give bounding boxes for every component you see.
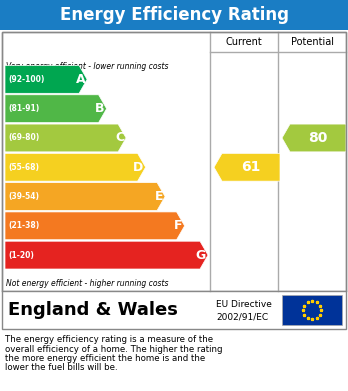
Text: E: E	[155, 190, 163, 203]
Polygon shape	[282, 124, 346, 152]
Text: the more energy efficient the home is and the: the more energy efficient the home is an…	[5, 354, 205, 363]
Bar	[0, 0, 348, 30]
Bar	[2, 32, 346, 329]
Bar	[2, 291, 346, 329]
Text: C: C	[115, 131, 124, 144]
Text: (1-20): (1-20)	[8, 251, 34, 260]
Bar	[2, 32, 346, 291]
Text: Energy Efficiency Rating: Energy Efficiency Rating	[60, 6, 288, 24]
Text: A: A	[76, 73, 85, 86]
Text: 61: 61	[241, 160, 261, 174]
Polygon shape	[214, 153, 280, 181]
Text: (92-100): (92-100)	[8, 75, 45, 84]
Polygon shape	[5, 95, 106, 122]
Text: (39-54): (39-54)	[8, 192, 39, 201]
Polygon shape	[5, 124, 126, 152]
Text: lower the fuel bills will be.: lower the fuel bills will be.	[5, 364, 118, 373]
Text: England & Wales: England & Wales	[8, 301, 178, 319]
Text: (81-91): (81-91)	[8, 104, 39, 113]
Polygon shape	[5, 183, 165, 210]
Text: D: D	[133, 161, 144, 174]
Text: (55-68): (55-68)	[8, 163, 39, 172]
Text: Very energy efficient - lower running costs: Very energy efficient - lower running co…	[6, 62, 168, 71]
Polygon shape	[5, 241, 208, 269]
Polygon shape	[5, 212, 184, 240]
Text: B: B	[95, 102, 105, 115]
Text: The energy efficiency rating is a measure of the: The energy efficiency rating is a measur…	[5, 335, 213, 344]
Text: Current: Current	[226, 37, 262, 47]
Text: 2002/91/EC: 2002/91/EC	[216, 312, 268, 321]
Polygon shape	[5, 153, 145, 181]
Text: Not energy efficient - higher running costs: Not energy efficient - higher running co…	[6, 279, 168, 288]
Text: G: G	[196, 249, 206, 262]
Text: EU Directive: EU Directive	[216, 300, 272, 309]
Text: F: F	[174, 219, 183, 232]
Text: overall efficiency of a home. The higher the rating: overall efficiency of a home. The higher…	[5, 344, 222, 353]
Text: (21-38): (21-38)	[8, 221, 39, 230]
Bar	[282, 295, 342, 325]
Polygon shape	[5, 66, 87, 93]
Text: (69-80): (69-80)	[8, 133, 39, 142]
Text: 80: 80	[308, 131, 328, 145]
Text: Potential: Potential	[291, 37, 333, 47]
